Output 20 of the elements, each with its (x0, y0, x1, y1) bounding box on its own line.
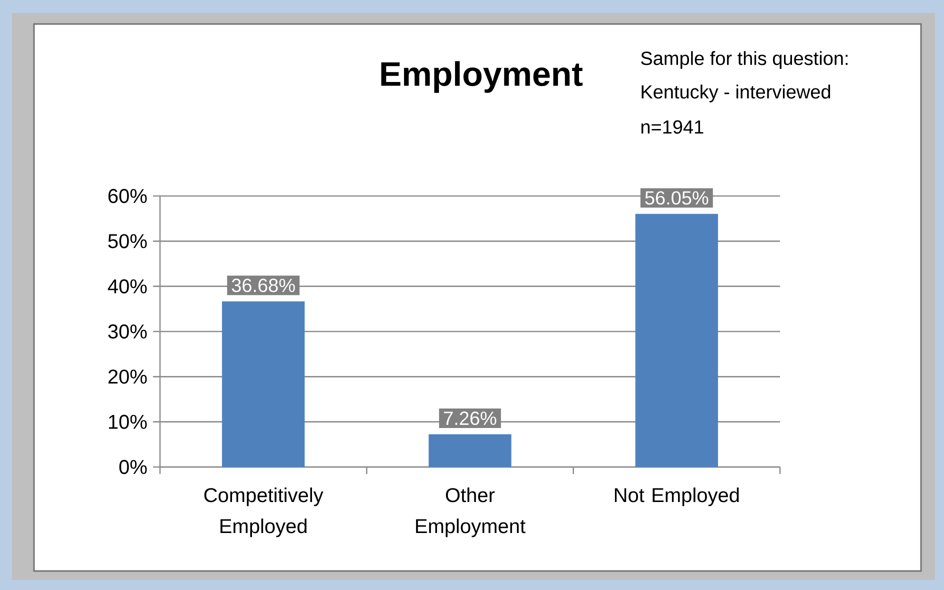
bar (222, 301, 305, 467)
y-tick-label: 50% (108, 234, 147, 248)
bar (635, 214, 718, 467)
y-tick-label: 60% (108, 188, 147, 204)
y-tick-label: 30% (108, 324, 147, 339)
x-tick-label: Not Employed (614, 488, 739, 506)
data-label: 56.05% (645, 191, 708, 205)
text: n=1941 (641, 120, 704, 134)
data-label: 7.26% (444, 412, 496, 426)
x-tick-label: Other Employment (416, 488, 526, 538)
bar (428, 434, 512, 467)
x-tick-label: Competitively Employed (204, 488, 324, 538)
data-label: 36.68% (232, 278, 295, 292)
y-tick-label: 40% (108, 279, 147, 294)
y-tick-label: 0% (119, 460, 147, 474)
text: Kentucky - interviewed (642, 84, 830, 102)
y-tick-label: 20% (108, 370, 147, 384)
y-tick-label: 10% (108, 414, 147, 429)
text: Sample for this question: (641, 51, 848, 69)
chart-title: Employment (381, 61, 583, 93)
